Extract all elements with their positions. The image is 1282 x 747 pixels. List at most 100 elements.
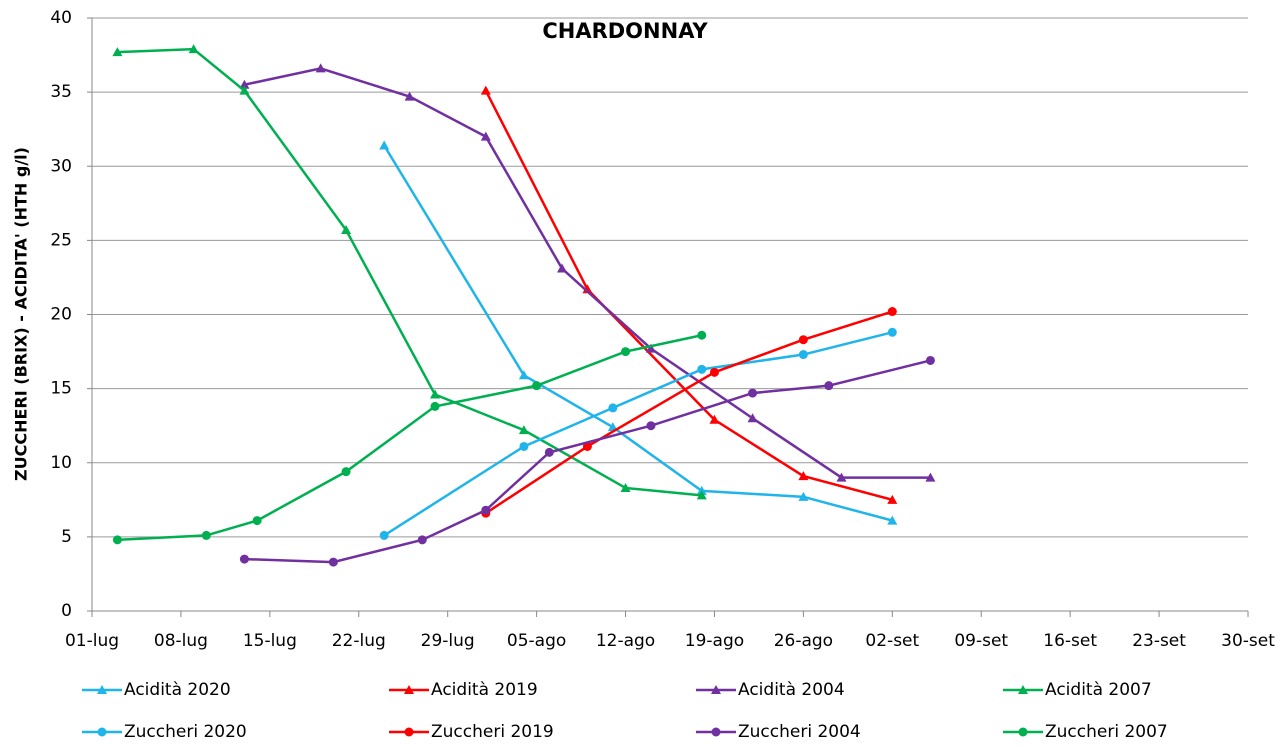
marker xyxy=(798,350,808,360)
x-tick-label: 05-ago xyxy=(507,631,566,651)
marker xyxy=(480,131,491,141)
chart-title: CHARDONNAY xyxy=(542,19,708,43)
marker xyxy=(480,85,491,95)
x-tick-label: 08-lug xyxy=(154,631,208,651)
marker xyxy=(481,505,491,515)
series-line xyxy=(244,67,931,479)
legend-marker xyxy=(97,727,107,737)
legend-label: Zuccheri 2004 xyxy=(738,722,861,742)
marker xyxy=(417,535,427,545)
y-axis-title: ZUCCHERI (BRIX) - ACIDITA' (HTH g/l) xyxy=(12,147,31,481)
x-tick-label: 15-lug xyxy=(243,631,297,651)
x-tick-label: 16-set xyxy=(1043,631,1097,651)
legend-label: Acidità 2020 xyxy=(124,680,231,700)
marker xyxy=(645,343,656,353)
x-tick-label: 12-ago xyxy=(596,631,655,651)
marker xyxy=(201,530,211,540)
legend-marker xyxy=(711,685,721,694)
marker xyxy=(557,263,568,273)
series-line xyxy=(383,144,893,522)
series-line xyxy=(383,331,893,537)
marker xyxy=(532,381,542,391)
series-line xyxy=(484,90,893,502)
marker xyxy=(518,370,529,380)
marker xyxy=(518,425,529,435)
marker xyxy=(747,413,758,423)
marker xyxy=(798,491,809,501)
legend-marker xyxy=(1018,685,1028,694)
y-tick-label: 25 xyxy=(50,230,72,250)
y-tick-label: 20 xyxy=(50,305,72,325)
marker xyxy=(925,355,935,365)
marker xyxy=(709,414,720,424)
y-tick-label: 10 xyxy=(50,453,72,473)
marker xyxy=(341,467,351,477)
marker xyxy=(824,381,834,391)
marker xyxy=(696,490,707,500)
marker xyxy=(887,307,897,317)
legend-label: Zuccheri 2019 xyxy=(431,722,554,742)
marker xyxy=(239,554,249,564)
marker xyxy=(836,472,847,482)
marker xyxy=(430,401,440,411)
series-line xyxy=(117,334,703,542)
marker xyxy=(239,79,250,89)
x-tick-label: 19-ago xyxy=(685,631,744,651)
marker xyxy=(798,471,809,481)
marker xyxy=(925,472,936,482)
legend-label: Zuccheri 2020 xyxy=(124,722,247,742)
y-tick-label: 0 xyxy=(61,601,72,621)
legend-label: Zuccheri 2007 xyxy=(1045,722,1168,742)
legend-label: Acidità 2004 xyxy=(738,680,845,700)
marker xyxy=(112,535,122,545)
marker xyxy=(252,516,262,526)
marker xyxy=(379,140,390,150)
marker xyxy=(748,388,758,398)
marker xyxy=(798,335,808,345)
x-tick-label: 09-set xyxy=(954,631,1008,651)
series-line xyxy=(117,47,702,497)
series-line xyxy=(244,359,931,564)
marker xyxy=(646,421,656,431)
marker xyxy=(239,85,250,95)
marker xyxy=(544,447,554,457)
marker xyxy=(519,441,529,451)
legend-label: Acidità 2019 xyxy=(431,680,538,700)
y-tick-label: 40 xyxy=(50,8,72,28)
marker xyxy=(328,557,338,567)
marker xyxy=(315,63,326,73)
legend-marker xyxy=(97,685,107,694)
x-tick-label: 01-lug xyxy=(65,631,119,651)
marker xyxy=(341,224,352,234)
x-tick-label: 02-set xyxy=(865,631,919,651)
marker xyxy=(582,284,593,294)
marker xyxy=(429,389,440,399)
legend-label: Acidità 2007 xyxy=(1045,680,1152,700)
marker xyxy=(621,347,631,357)
marker xyxy=(608,403,618,413)
x-tick-label: 23-set xyxy=(1132,631,1186,651)
y-tick-label: 5 xyxy=(61,527,72,547)
marker xyxy=(887,515,898,525)
x-tick-label: 30-set xyxy=(1221,631,1275,651)
x-tick-label: 26-ago xyxy=(774,631,833,651)
marker xyxy=(188,44,199,54)
x-tick-label: 29-lug xyxy=(421,631,475,651)
marker xyxy=(697,364,707,374)
x-tick-label: 22-lug xyxy=(332,631,386,651)
legend-marker xyxy=(404,685,414,694)
marker xyxy=(887,327,897,337)
marker xyxy=(709,367,719,377)
legend-marker xyxy=(1018,727,1028,737)
y-tick-label: 30 xyxy=(50,156,72,176)
legend-marker xyxy=(711,727,721,737)
marker xyxy=(112,47,123,57)
marker xyxy=(697,330,707,340)
marker xyxy=(379,530,389,540)
marker xyxy=(404,91,415,101)
legend-marker xyxy=(404,727,414,737)
y-tick-label: 35 xyxy=(50,82,72,102)
y-tick-label: 15 xyxy=(50,379,72,399)
marker xyxy=(887,494,898,504)
